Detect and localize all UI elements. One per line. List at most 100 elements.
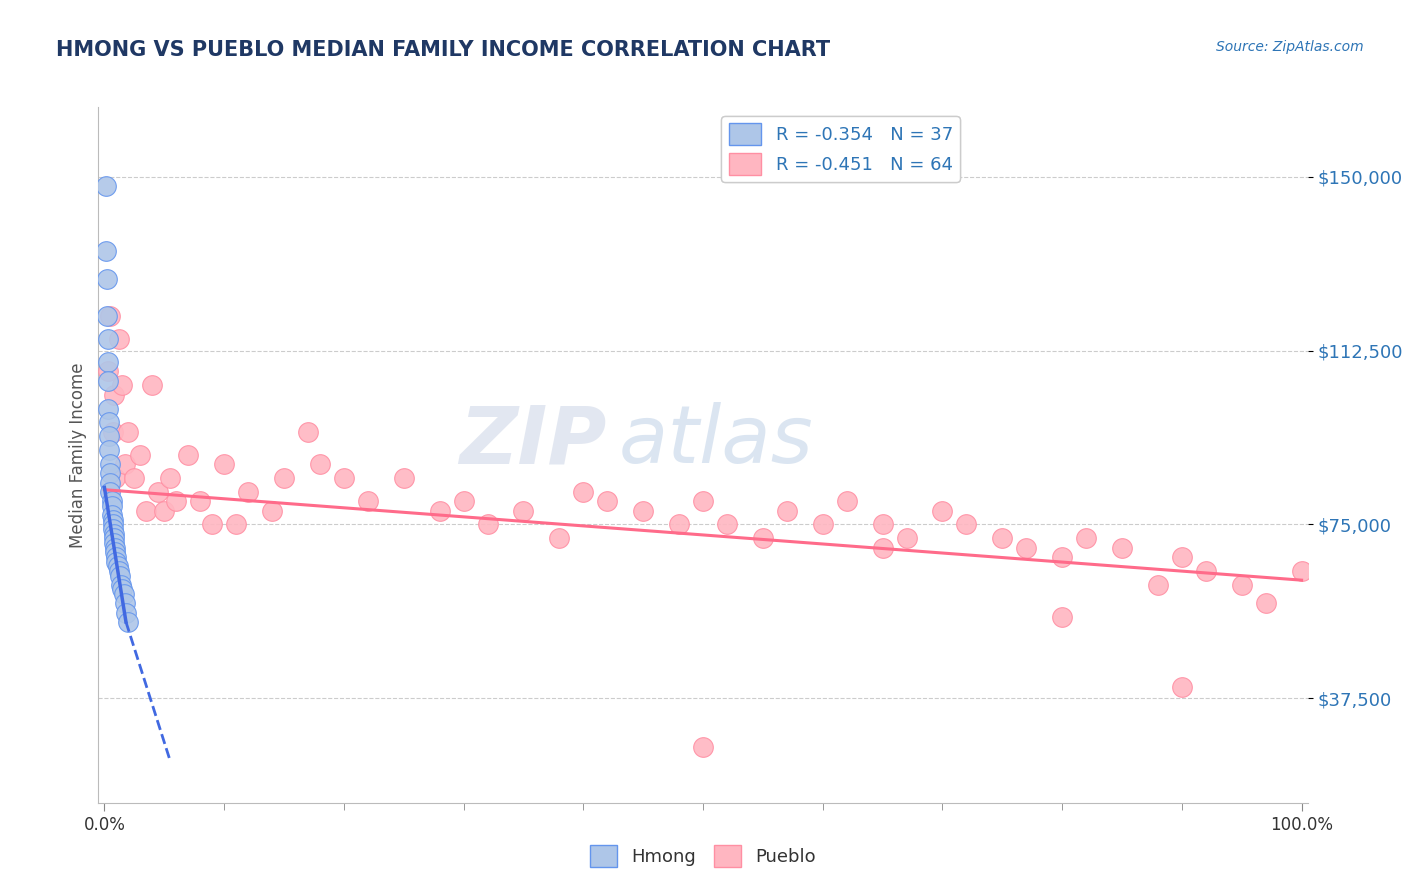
Point: [107, 332, 129, 346]
Point: [100, 467, 122, 481]
Point: [103, 526, 125, 541]
Point: [97, 364, 120, 378]
Point: [101, 513, 124, 527]
Point: [112, 587, 135, 601]
Text: Source: ZipAtlas.com: Source: ZipAtlas.com: [1216, 40, 1364, 54]
Point: [453, 494, 475, 508]
Point: [225, 517, 247, 532]
Point: [776, 503, 799, 517]
Point: [148, 485, 170, 500]
Point: [100, 309, 122, 323]
Point: [97, 355, 120, 369]
Point: [1171, 680, 1194, 694]
Point: [100, 508, 122, 523]
Point: [96, 271, 118, 285]
Text: ZIP: ZIP: [458, 402, 606, 480]
Point: [141, 378, 163, 392]
Point: [97, 401, 120, 416]
Point: [117, 615, 139, 629]
Point: [1050, 610, 1073, 624]
Point: [716, 517, 738, 532]
Point: [188, 494, 211, 508]
Point: [111, 582, 134, 597]
Point: [631, 503, 654, 517]
Point: [1111, 541, 1133, 555]
Point: [114, 596, 136, 610]
Point: [1254, 596, 1277, 610]
Point: [201, 517, 224, 532]
Point: [124, 471, 146, 485]
Point: [309, 457, 332, 471]
Point: [94, 178, 117, 193]
Point: [114, 457, 136, 471]
Point: [98, 443, 121, 458]
Point: [896, 532, 918, 546]
Text: atlas: atlas: [619, 402, 813, 480]
Point: [103, 536, 125, 550]
Point: [1015, 541, 1038, 555]
Legend: Hmong, Pueblo: Hmong, Pueblo: [582, 838, 824, 874]
Point: [835, 494, 858, 508]
Point: [692, 740, 714, 755]
Point: [1291, 564, 1313, 578]
Point: [96, 309, 118, 323]
Point: [108, 568, 131, 582]
Point: [1074, 532, 1097, 546]
Point: [110, 578, 132, 592]
Y-axis label: Median Family Income: Median Family Income: [69, 362, 87, 548]
Point: [333, 471, 356, 485]
Point: [101, 517, 124, 532]
Point: [107, 559, 129, 574]
Point: [931, 503, 953, 517]
Point: [1230, 578, 1253, 592]
Point: [135, 503, 157, 517]
Point: [107, 564, 129, 578]
Point: [1195, 564, 1218, 578]
Point: [101, 425, 124, 439]
Point: [1050, 549, 1073, 564]
Point: [165, 494, 187, 508]
Point: [260, 503, 283, 517]
Point: [104, 545, 127, 559]
Point: [100, 475, 122, 490]
Point: [297, 425, 319, 439]
Point: [100, 494, 122, 508]
Point: [1147, 578, 1170, 592]
Point: [955, 517, 977, 532]
Point: [668, 517, 690, 532]
Point: [392, 471, 415, 485]
Point: [100, 485, 122, 500]
Point: [236, 485, 259, 500]
Point: [115, 606, 138, 620]
Point: [103, 387, 125, 401]
Point: [572, 485, 595, 500]
Point: [103, 532, 125, 546]
Point: [98, 429, 121, 443]
Point: [177, 448, 200, 462]
Point: [752, 532, 775, 546]
Point: [97, 374, 120, 388]
Point: [429, 503, 451, 517]
Point: [991, 532, 1014, 546]
Point: [596, 494, 619, 508]
Point: [357, 494, 380, 508]
Point: [117, 425, 139, 439]
Point: [872, 517, 894, 532]
Point: [105, 549, 128, 564]
Point: [548, 532, 571, 546]
Point: [477, 517, 499, 532]
Point: [212, 457, 235, 471]
Point: [692, 494, 714, 508]
Point: [100, 457, 122, 471]
Point: [101, 522, 124, 536]
Point: [97, 332, 120, 346]
Point: [98, 416, 121, 430]
Point: [111, 378, 134, 392]
Point: [1171, 549, 1194, 564]
Point: [273, 471, 295, 485]
Point: [512, 503, 534, 517]
Point: [94, 244, 117, 258]
Point: [159, 471, 181, 485]
Point: [153, 503, 176, 517]
Point: [129, 448, 152, 462]
